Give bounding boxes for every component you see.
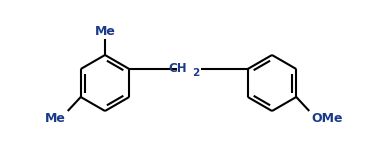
Text: Me: Me: [45, 112, 66, 125]
Text: 2: 2: [192, 68, 199, 78]
Text: Me: Me: [95, 25, 116, 38]
Text: CH: CH: [168, 63, 186, 76]
Text: OMe: OMe: [311, 112, 343, 125]
